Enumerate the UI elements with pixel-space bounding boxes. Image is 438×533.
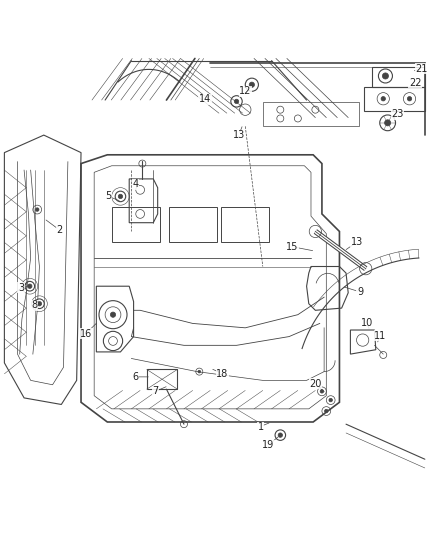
- Circle shape: [329, 398, 332, 402]
- Text: 15: 15: [286, 242, 299, 252]
- Circle shape: [118, 194, 123, 199]
- Text: 3: 3: [18, 282, 24, 293]
- Text: 5: 5: [106, 191, 112, 201]
- Text: 8: 8: [31, 300, 37, 310]
- Text: 9: 9: [357, 287, 363, 297]
- Text: 11: 11: [374, 330, 386, 341]
- Text: 4: 4: [133, 179, 139, 189]
- Circle shape: [110, 312, 116, 317]
- Text: 2: 2: [56, 225, 62, 235]
- Text: 23: 23: [392, 109, 404, 119]
- Circle shape: [325, 409, 328, 413]
- Text: 12: 12: [239, 86, 251, 96]
- Text: 22: 22: [409, 77, 421, 87]
- Circle shape: [278, 433, 283, 437]
- Text: 6: 6: [133, 372, 139, 382]
- Circle shape: [381, 96, 385, 101]
- Circle shape: [407, 96, 412, 101]
- Text: 7: 7: [152, 386, 159, 397]
- Circle shape: [249, 82, 254, 87]
- Circle shape: [382, 73, 389, 79]
- Circle shape: [320, 390, 324, 393]
- Text: 16: 16: [80, 328, 92, 338]
- Text: 19: 19: [262, 440, 274, 450]
- Text: 21: 21: [415, 63, 427, 74]
- Circle shape: [35, 208, 39, 211]
- Text: 18: 18: [216, 369, 229, 379]
- Text: 10: 10: [361, 318, 373, 328]
- Text: 14: 14: [199, 94, 211, 104]
- Circle shape: [37, 302, 42, 306]
- Circle shape: [28, 284, 32, 288]
- Circle shape: [234, 99, 239, 103]
- Text: 1: 1: [258, 422, 264, 432]
- Text: 13: 13: [351, 237, 363, 247]
- Text: 13: 13: [233, 130, 245, 140]
- Circle shape: [385, 120, 391, 126]
- Circle shape: [198, 370, 201, 373]
- Text: 20: 20: [309, 379, 321, 389]
